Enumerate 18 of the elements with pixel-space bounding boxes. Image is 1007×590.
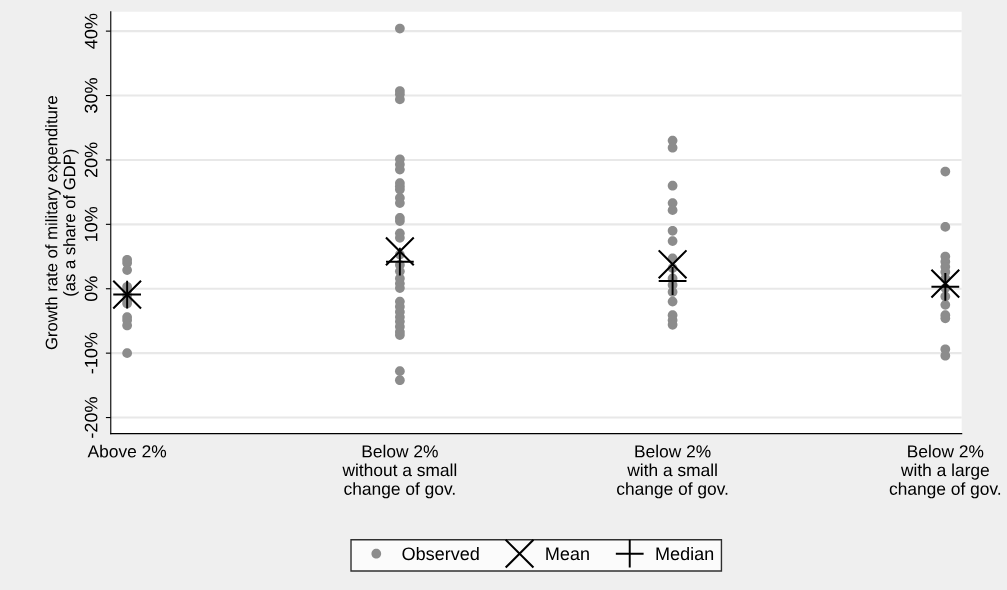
point — [657, 249, 688, 280]
y-tick-label: 30% — [84, 78, 98, 113]
y-tick-label: 0% — [84, 276, 98, 302]
y-tick-label: 40% — [84, 13, 98, 49]
y-tick-label: 10% — [84, 206, 98, 242]
legend-label: Median — [656, 546, 714, 561]
y-tick-label: 20% — [84, 142, 98, 178]
x-tick-label: Above 2% — [87, 444, 167, 458]
legend-label: Observed — [402, 546, 479, 561]
y-tick-label: -10% — [84, 332, 98, 374]
point — [385, 247, 414, 276]
x-tick-label: Below 2% with a large change of gov. — [889, 444, 1001, 499]
point — [658, 267, 687, 295]
x-tick-label: Below 2% without a small change of gov. — [342, 444, 457, 499]
legend-label: Mean — [546, 547, 589, 561]
y-axis-title: Growth rate of military expenditure (as a share of GDP) — [45, 96, 79, 350]
y-tick-label: -20% — [84, 397, 98, 438]
x-tick-label: Below 2% with a small change of gov. — [617, 444, 728, 499]
